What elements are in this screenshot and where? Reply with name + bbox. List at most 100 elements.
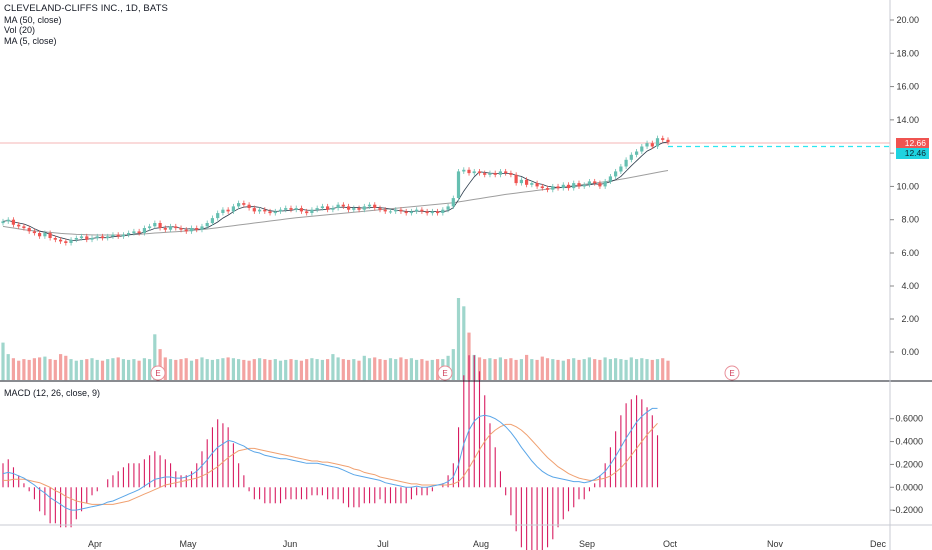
candle-body	[158, 223, 162, 228]
volume-bar	[530, 359, 534, 380]
candle-body	[43, 233, 47, 237]
candle-body	[362, 206, 366, 210]
time-tick-label: May	[179, 539, 197, 549]
volume-tick-label: 4.00	[901, 281, 919, 291]
candle-body	[341, 204, 345, 207]
candle-body	[404, 211, 408, 214]
candle-body	[467, 169, 471, 174]
candle-body	[347, 206, 351, 210]
volume-bar	[121, 359, 125, 380]
candle-body	[137, 231, 141, 234]
signal-line	[3, 422, 658, 505]
time-tick-label: Sep	[579, 539, 595, 549]
indicator-ma5[interactable]: MA (5, close)	[4, 35, 57, 46]
volume-bar	[383, 359, 387, 380]
time-tick-label: Oct	[663, 539, 678, 549]
volume-bar	[305, 359, 309, 380]
time-tick-label: Nov	[767, 539, 784, 549]
candle-body	[331, 208, 335, 210]
macd-tick-label: 0.2000	[895, 459, 923, 469]
last-price-red-tag: 12.66	[896, 138, 929, 149]
volume-bar	[619, 359, 623, 380]
candle-body	[258, 209, 262, 212]
volume-bar	[514, 359, 518, 380]
candle-body	[326, 206, 330, 210]
candle-body	[38, 233, 42, 237]
candle-body	[17, 224, 21, 227]
candle-body	[655, 138, 660, 147]
volume-bar	[504, 359, 508, 380]
volume-bar	[420, 359, 424, 380]
volume-bar	[32, 358, 36, 380]
time-tick-label: Jun	[283, 539, 298, 549]
time-tick-label: Dec	[870, 539, 887, 549]
volume-bar	[645, 359, 649, 380]
volume-bar	[598, 359, 602, 380]
volume-bar	[357, 360, 361, 380]
candle-body	[294, 208, 298, 210]
volume-bar	[43, 356, 47, 380]
candle-body	[367, 204, 372, 207]
volume-bar	[6, 354, 10, 380]
candle-body	[11, 219, 15, 225]
volume-bar	[488, 358, 492, 380]
volume-tick-label: 0.00	[901, 347, 919, 357]
volume-bar	[655, 359, 660, 380]
candle-body	[624, 159, 628, 167]
candle-body	[32, 231, 36, 234]
candle-body	[551, 186, 555, 190]
volume-bar	[430, 359, 434, 380]
candle-body	[619, 166, 623, 172]
candle-body	[90, 238, 94, 240]
volume-bar	[525, 354, 529, 380]
time-tick-label: Apr	[88, 539, 102, 549]
candle-body	[79, 236, 84, 239]
candle-body	[587, 181, 591, 185]
indicator-volume[interactable]: Vol (20)	[4, 25, 36, 35]
volume-bar	[1, 342, 5, 381]
candle-body	[85, 236, 89, 240]
candle-body	[378, 208, 382, 210]
candle-body	[509, 173, 513, 175]
volume-bar	[221, 358, 225, 380]
volume-bar	[519, 359, 523, 380]
candle-body	[525, 179, 529, 185]
volume-bar	[378, 359, 382, 380]
candle-body	[184, 229, 188, 232]
volume-bar	[551, 359, 555, 380]
volume-bar	[425, 360, 429, 380]
earnings-badge	[724, 365, 740, 381]
volume-bar	[74, 360, 78, 380]
macd-indicator-label[interactable]: MACD (12, 26, close, 9)	[4, 388, 101, 398]
candle-body	[336, 204, 340, 208]
price-pane	[0, 135, 890, 246]
candle-body	[142, 228, 146, 233]
candle-body	[456, 171, 461, 198]
candle-body	[504, 171, 508, 174]
volume-bar	[38, 357, 42, 380]
time-tick-label: Jul	[377, 539, 389, 549]
volume-bar	[310, 358, 314, 380]
volume-bar	[341, 359, 345, 380]
volume-bar	[263, 359, 267, 380]
volume-bar	[347, 359, 351, 380]
candle-body	[195, 228, 199, 230]
price-tick-label: 16.00	[896, 82, 919, 92]
candle-body	[425, 211, 429, 214]
candle-body	[221, 209, 225, 213]
candle-body	[394, 209, 398, 212]
indicator-ma50[interactable]: MA (50, close)	[4, 14, 62, 25]
volume-bar	[116, 357, 120, 380]
candle-body	[598, 183, 602, 187]
volume-bar	[205, 359, 209, 380]
candle-body	[572, 183, 576, 189]
candle-body	[603, 181, 607, 187]
volume-bar	[399, 357, 403, 380]
volume-bar	[137, 360, 141, 380]
candle-body	[247, 204, 251, 208]
candle-body	[352, 208, 356, 210]
candle-body	[556, 186, 560, 189]
volume-bar	[336, 357, 340, 380]
